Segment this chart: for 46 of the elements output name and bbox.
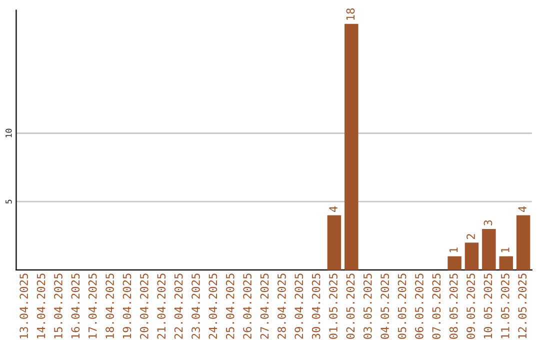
x-tick-label: 21.04.2025 bbox=[157, 274, 166, 339]
x-tick-label: 14.04.2025 bbox=[36, 274, 46, 338]
data-label: 4 bbox=[329, 206, 338, 212]
x-tick-label: 30.04.2025 bbox=[312, 274, 320, 339]
data-label: 1 bbox=[501, 248, 510, 252]
x-tick-label: 02.05.2025 bbox=[346, 274, 355, 339]
data-label: 4 bbox=[518, 206, 526, 212]
x-tick-label: 08.05.2025 bbox=[449, 274, 458, 339]
x-tick-label: 28.04.2025 bbox=[277, 274, 286, 339]
x-tick-label: 09.05.2025 bbox=[466, 274, 475, 339]
bar bbox=[344, 24, 358, 270]
x-tick-label: 05.05.2025 bbox=[398, 274, 406, 339]
data-label: 3 bbox=[484, 220, 492, 226]
x-tick-label: 04.05.2025 bbox=[380, 274, 390, 339]
x-tick-label: 15.04.2025 bbox=[54, 274, 62, 338]
x-tick-label: 25.04.2025 bbox=[226, 274, 234, 339]
x-tick-label: 23.04.2025 bbox=[192, 274, 200, 339]
bar bbox=[327, 215, 342, 270]
x-tick-label: 07.05.2025 bbox=[432, 274, 441, 339]
x-tick-label: 06.05.2025 bbox=[415, 274, 424, 339]
x-tick-label: 12.05.2025 bbox=[518, 274, 527, 338]
x-tick-label: 01.05.2025 bbox=[329, 274, 338, 339]
x-tick-label: 03.05.2025 bbox=[363, 274, 372, 339]
data-label: 1 bbox=[450, 248, 458, 252]
x-tick-label: 29.04.2025 bbox=[294, 274, 304, 339]
x-tick-label: 26.04.2025 bbox=[243, 274, 252, 339]
x-tick-label: 18.04.2025 bbox=[106, 274, 114, 338]
bar bbox=[482, 228, 496, 270]
x-tick-label: 10.05.2025 bbox=[484, 274, 492, 338]
bar bbox=[448, 256, 462, 270]
x-tick-label: 11.05.2025 bbox=[500, 274, 510, 338]
bar bbox=[516, 215, 530, 270]
y-tick-label: 5 bbox=[6, 200, 12, 204]
x-tick-label: 17.04.2025 bbox=[88, 274, 97, 338]
x-tick-label: 24.04.2025 bbox=[208, 274, 218, 339]
x-tick-label: 22.04.2025 bbox=[174, 274, 183, 339]
x-tick-label: 16.04.2025 bbox=[71, 274, 80, 338]
x-tick-label: 27.04.2025 bbox=[260, 274, 269, 339]
x-tick-label: 19.04.2025 bbox=[122, 274, 132, 338]
bar bbox=[464, 242, 479, 270]
data-label: 2 bbox=[466, 234, 475, 240]
x-tick-label: 20.04.2025 bbox=[140, 274, 148, 339]
data-label: 18 bbox=[346, 8, 355, 20]
x-tick-label: 13.04.2025 bbox=[20, 274, 28, 338]
y-tick-label: 10 bbox=[6, 128, 12, 138]
bar bbox=[499, 256, 513, 270]
